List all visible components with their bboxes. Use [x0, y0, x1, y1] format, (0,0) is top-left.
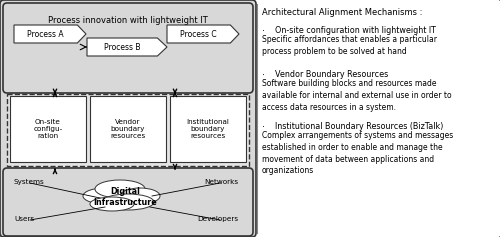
Text: Architectural Alignment Mechanisms :: Architectural Alignment Mechanisms :: [262, 8, 422, 17]
Text: ·: ·: [262, 70, 265, 80]
Text: Specific affordances that enables a particular
process problem to be solved at h: Specific affordances that enables a part…: [262, 35, 437, 56]
Text: Developers: Developers: [197, 216, 238, 222]
Text: On-site configuration with lightweight IT: On-site configuration with lightweight I…: [270, 26, 436, 35]
Text: Process C: Process C: [180, 29, 217, 38]
Text: Vendor
boundary
resources: Vendor boundary resources: [110, 118, 146, 140]
Text: Institutional
boundary
resources: Institutional boundary resources: [186, 118, 230, 140]
FancyBboxPatch shape: [3, 3, 253, 93]
FancyBboxPatch shape: [170, 96, 246, 162]
FancyBboxPatch shape: [3, 168, 253, 236]
Text: ·: ·: [262, 26, 265, 36]
Text: Complex arrangements of systems and messages
established in order to enable and : Complex arrangements of systems and mess…: [262, 131, 453, 175]
Text: Process innovation with lightweight IT: Process innovation with lightweight IT: [48, 16, 208, 25]
Ellipse shape: [102, 194, 154, 210]
Ellipse shape: [90, 197, 134, 211]
Text: Institutional Boundary Resources (BizTalk): Institutional Boundary Resources (BizTal…: [270, 122, 444, 131]
FancyBboxPatch shape: [0, 0, 256, 237]
Text: On-site
configu-
ration: On-site configu- ration: [34, 118, 62, 140]
FancyBboxPatch shape: [7, 94, 249, 166]
Ellipse shape: [120, 188, 160, 204]
Text: Systems: Systems: [14, 179, 45, 185]
Polygon shape: [14, 25, 86, 43]
Text: Networks: Networks: [204, 179, 238, 185]
Text: Software building blocks and resources made
available for internal and external : Software building blocks and resources m…: [262, 79, 452, 112]
Polygon shape: [167, 25, 239, 43]
Text: Vendor Boundary Resources: Vendor Boundary Resources: [270, 70, 388, 79]
Text: ·: ·: [262, 122, 265, 132]
Polygon shape: [87, 38, 167, 56]
Text: Process B: Process B: [104, 42, 141, 51]
Text: Digital
Infrastructure: Digital Infrastructure: [93, 187, 157, 207]
FancyBboxPatch shape: [10, 96, 86, 162]
Ellipse shape: [83, 188, 127, 204]
Ellipse shape: [95, 180, 145, 198]
Text: Users: Users: [14, 216, 34, 222]
Text: Process A: Process A: [28, 29, 64, 38]
FancyBboxPatch shape: [90, 96, 166, 162]
